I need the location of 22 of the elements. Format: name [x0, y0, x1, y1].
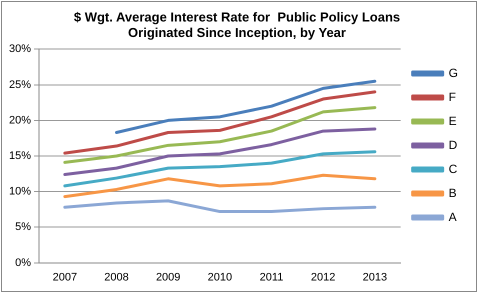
legend-label: B: [448, 186, 457, 200]
y-tick-label: 15%: [8, 150, 32, 162]
x-tick-label: 2008: [104, 271, 129, 284]
legend-label: A: [448, 210, 457, 224]
y-tick-label: 25%: [8, 78, 32, 91]
legend-label: E: [448, 114, 457, 128]
chart-title: $ Wgt. Average Interest Rate for Public Policy Loans Originated Since Inception, by Year: [74, 9, 400, 40]
y-tick-label: 30%: [8, 43, 32, 56]
x-tick-label: 2009: [156, 271, 180, 284]
y-tick-label: 20%: [8, 114, 32, 126]
legend-label: F: [448, 90, 456, 104]
x-tick-label: 2013: [362, 271, 388, 284]
y-tick-label: 10%: [8, 186, 32, 198]
legend-label: C: [448, 162, 458, 176]
x-tick-label: 2007: [52, 271, 78, 284]
y-tick-label: 5%: [15, 221, 32, 234]
x-tick-label: 2010: [208, 271, 232, 284]
legend-label: G: [448, 66, 458, 80]
x-tick-label: 2011: [260, 271, 284, 284]
x-tick-label: 2012: [310, 271, 336, 284]
y-tick-label: 0%: [15, 256, 32, 269]
legend-label: D: [448, 138, 458, 152]
